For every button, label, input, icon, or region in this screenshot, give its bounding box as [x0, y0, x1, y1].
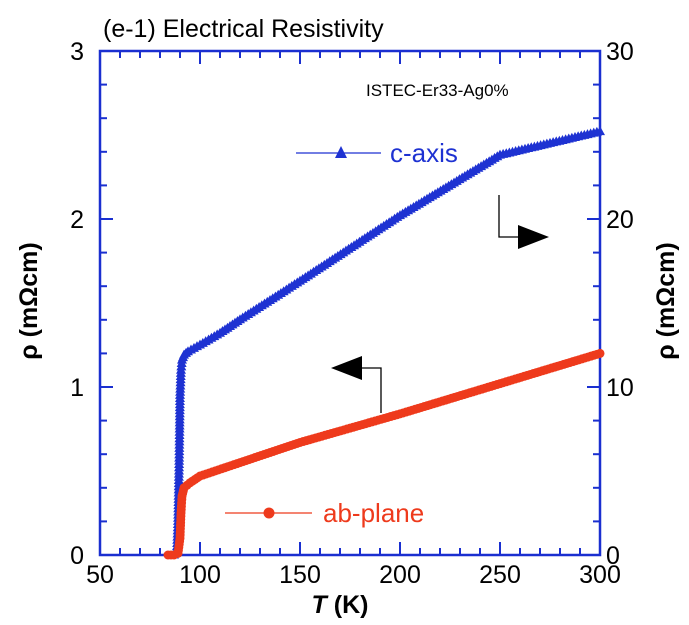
- y-axis-label-left: ρ (mΩcm): [15, 242, 43, 359]
- data-series: [163, 126, 605, 560]
- plot-frame: [98, 49, 602, 557]
- x-tick-label: 50: [86, 561, 114, 589]
- legend-label-ab-plane: ab-plane: [323, 498, 424, 528]
- y-right-tick-label: 20: [606, 206, 634, 234]
- x-tick-label: 250: [479, 561, 521, 589]
- y-left-tick-label: 3: [70, 38, 84, 66]
- legend-marker-c-axis: [335, 146, 347, 158]
- plot-border: [98, 49, 602, 557]
- series-c-axis: [169, 126, 605, 559]
- y-axis-label-right: ρ (mΩcm): [652, 242, 680, 359]
- y-left-tick-label: 2: [70, 206, 84, 234]
- legend: c-axis ab-plane: [225, 138, 458, 528]
- left-axis-arrow-icon: [331, 356, 362, 380]
- y-left-tick-label: 1: [70, 374, 84, 402]
- right-axis-arrow-icon: [518, 225, 549, 249]
- series-line-c-axis: [173, 130, 601, 556]
- y-right-tick-label: 10: [606, 374, 634, 402]
- y-right-tick-label: 30: [606, 38, 634, 66]
- sample-annotation: ISTEC-Er33-Ag0%: [366, 81, 509, 100]
- legend-marker-ab-plane: [263, 507, 275, 519]
- data-point-ab-plane: [595, 348, 605, 358]
- data-point-c-axis: [595, 126, 605, 136]
- x-axis-label: T (K): [312, 591, 369, 619]
- chart-title: (e-1) Electrical Resistivity: [103, 15, 384, 43]
- right-axis-arrow-leader: [498, 195, 518, 238]
- x-tick-label: 100: [179, 561, 221, 589]
- x-tick-label: 200: [379, 561, 421, 589]
- y-left-tick-label: 0: [70, 542, 84, 570]
- x-tick-label: 300: [579, 561, 621, 589]
- left-axis-arrow-leader: [362, 367, 382, 413]
- legend-label-c-axis: c-axis: [390, 138, 458, 168]
- x-tick-label: 150: [279, 561, 321, 589]
- series-ab-plane: [163, 348, 605, 560]
- annotations: [331, 195, 549, 413]
- y-right-tick-label: 0: [606, 542, 620, 570]
